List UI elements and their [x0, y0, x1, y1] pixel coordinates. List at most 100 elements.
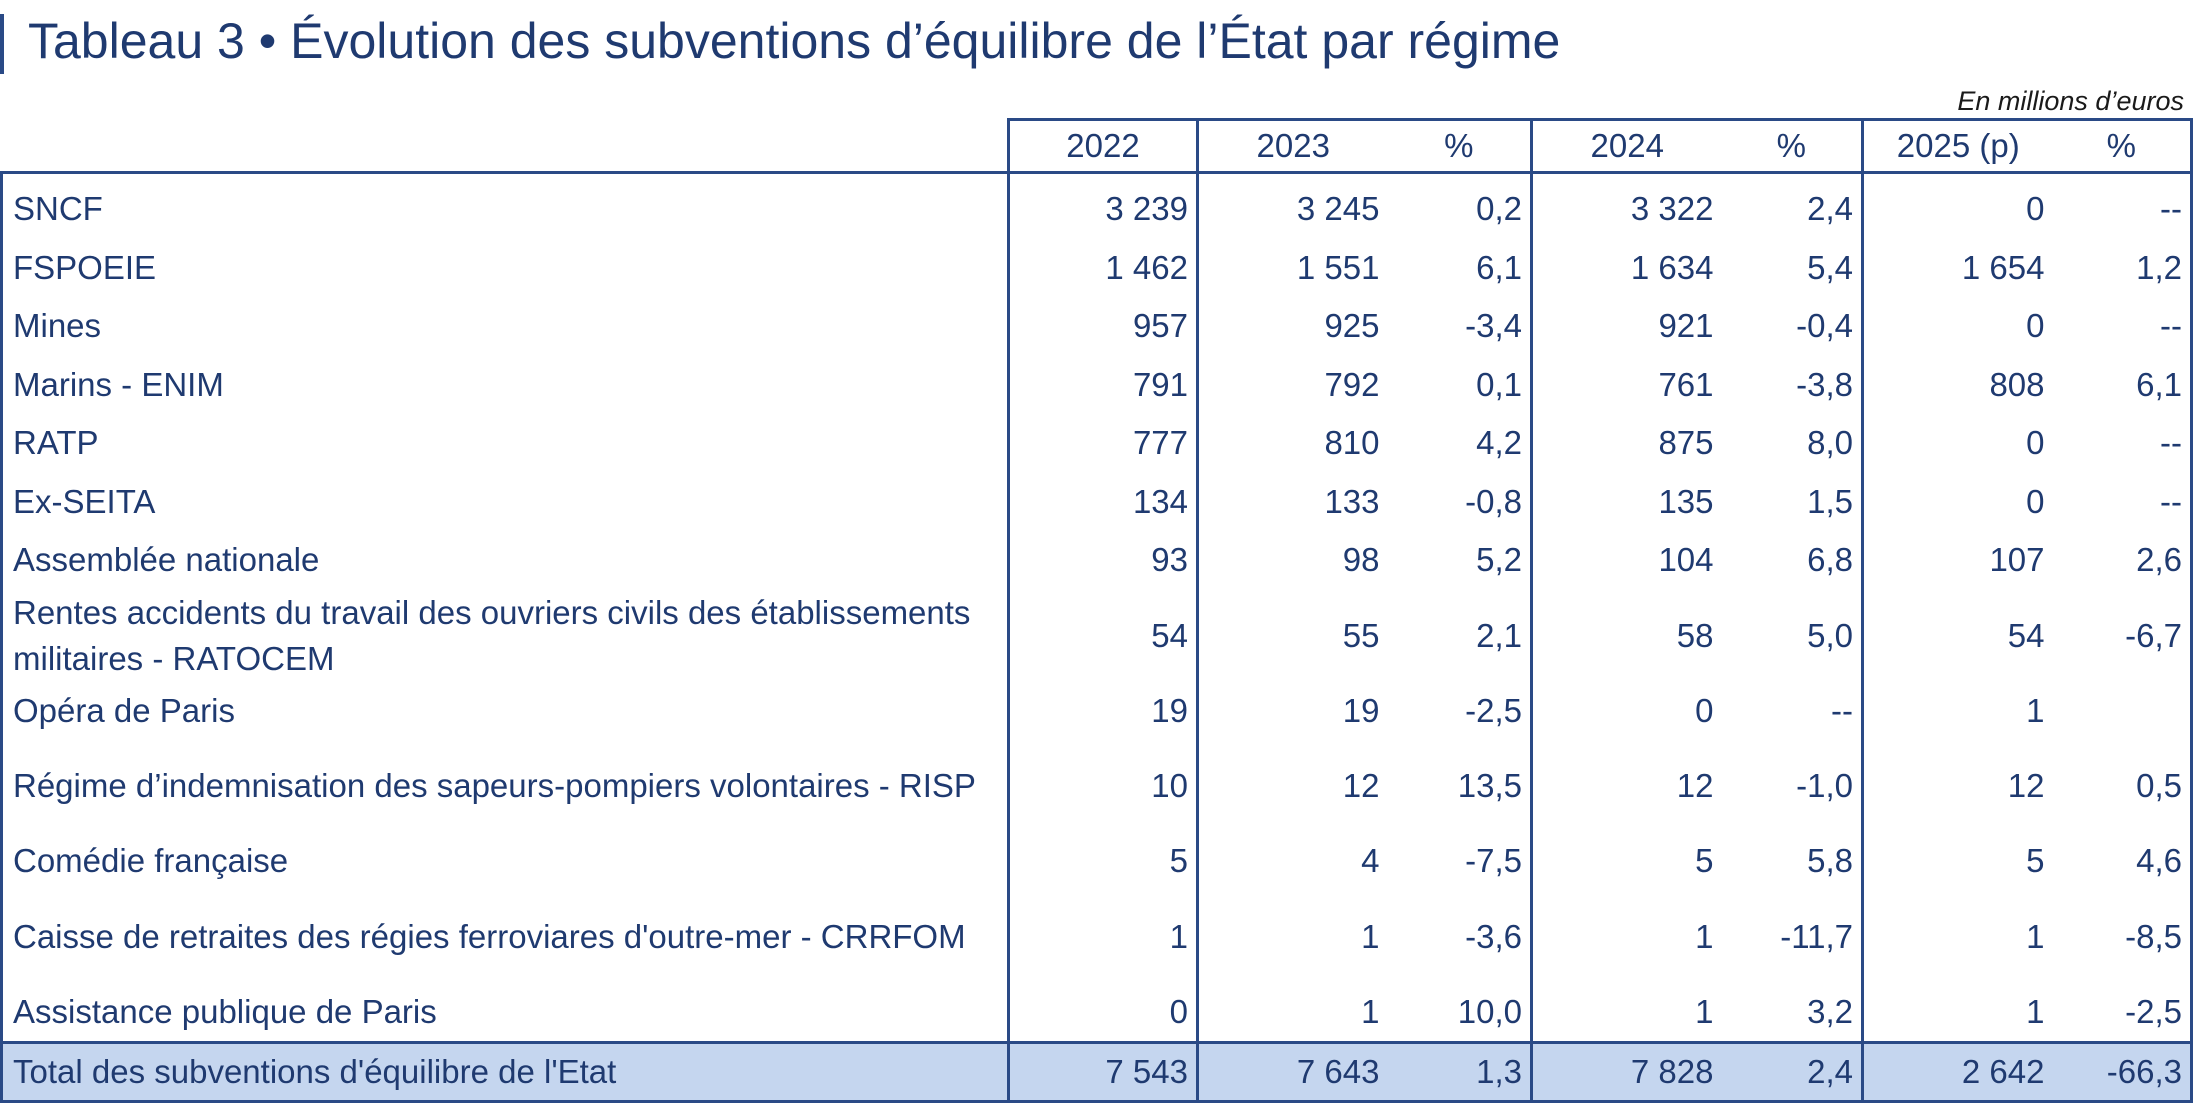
cell-p2025: -8,5	[2052, 890, 2193, 983]
cell-v2025: 1	[2026, 917, 2045, 955]
cell-v2023: 4	[1361, 842, 1380, 880]
cell-p2023: 13,5	[1387, 740, 1533, 832]
cell-v2023: 19	[1342, 691, 1380, 729]
cell-p2025: --	[2052, 172, 2193, 239]
cell-p2023: 5,2	[1387, 531, 1533, 590]
cell-p2025: -6,7	[2052, 589, 2193, 682]
cell-p2025: 0,5	[2052, 740, 2193, 832]
cell-p2025: 4,6	[2052, 832, 2193, 891]
row-label: Comédie française	[0, 832, 1009, 891]
cell-p2025	[2052, 681, 2193, 740]
cell-v2022: 7 543	[1007, 1041, 1199, 1103]
cell-v2022: 1	[1007, 890, 1199, 983]
cell-v2024: 58	[1676, 616, 1714, 654]
table-row: SNCF 3 239 3 245 0,2 3 322 2,4 0 --	[0, 172, 2193, 239]
cell-p2023: -3,6	[1387, 890, 1533, 983]
table-row: Assemblée nationale 93 98 5,2 104 6,8 107 2,6	[0, 531, 2193, 590]
cell-p2024: 5,8	[1721, 832, 1864, 891]
row-label: Régime d’indemnisation des sapeurs-pompi…	[0, 740, 1009, 832]
table-row: Caisse de retraites des régies ferroviar…	[0, 890, 2193, 983]
cell-p2025: -2,5	[2052, 982, 2193, 1043]
cell-p2025: --	[2052, 414, 2193, 473]
cell-p2023: 6,1	[1387, 238, 1533, 297]
cell-v2022: 5	[1007, 832, 1199, 891]
row-label: Marins - ENIM	[0, 355, 1009, 414]
row-label: SNCF	[0, 172, 1009, 239]
cell-v2022: 10	[1007, 740, 1199, 832]
cell-p2023: 10,0	[1387, 982, 1533, 1043]
cell-v2022: 957	[1007, 297, 1199, 356]
cell-v2022: 791	[1007, 355, 1199, 414]
row-label: Total des subventions d'équilibre de l'E…	[0, 1041, 1009, 1103]
cell-v2024: 1	[1695, 917, 1714, 955]
cell-p2023: 0,1	[1387, 355, 1533, 414]
cell-v2024: 875	[1658, 424, 1714, 462]
cell-v2023: 55	[1342, 616, 1380, 654]
cell-p2024: 6,8	[1721, 531, 1864, 590]
cell-v2025: 1	[2026, 691, 2045, 729]
table-row: Assistance publique de Paris 0 1 10,0 1 3,2 1-…	[0, 982, 2193, 1043]
cell-v2025: 808	[1989, 365, 2045, 403]
cell-v2024: 7 828	[1531, 1041, 1722, 1103]
cell-p2024: -0,4	[1721, 297, 1864, 356]
cell-v2024: 5	[1695, 842, 1714, 880]
subsidies-table: 2022 2023 % 2024 % 2025 (p) % SNCF 3 239 3…	[0, 118, 2193, 1103]
cell-v2024: 761	[1658, 365, 1714, 403]
cell-v2025: 1 654	[1961, 248, 2045, 286]
table-body: SNCF 3 239 3 245 0,2 3 322 2,4 0 -- FSPOEIE 1 462…	[0, 172, 2193, 1103]
cell-v2022: 0	[1007, 982, 1199, 1043]
table-row: Ex-SEITA 134 133 -0,8 135 1,5 0 --	[0, 472, 2193, 531]
row-label: Rentes accidents du travail des ouvriers…	[0, 589, 1009, 682]
cell-p2024: 2,4	[1721, 1041, 1864, 1103]
row-label: Assistance publique de Paris	[0, 982, 1009, 1043]
cell-p2025: --	[2052, 472, 2193, 531]
cell-v2024: 3 322	[1630, 190, 1714, 228]
row-label: Ex-SEITA	[0, 472, 1009, 531]
cell-p2025: --	[2052, 297, 2193, 356]
cell-p2024: 8,0	[1721, 414, 1864, 473]
cell-v2024: 104	[1658, 541, 1714, 579]
cell-p2023: 1,3	[1387, 1041, 1533, 1103]
cell-v2023: 1	[1361, 992, 1380, 1030]
row-label: Caisse de retraites des régies ferroviar…	[0, 890, 1009, 983]
cell-v2024: 0	[1695, 691, 1714, 729]
cell-p2025: 2,6	[2052, 531, 2193, 590]
table-header-row: 2022 2023 % 2024 % 2025 (p) %	[1, 118, 2193, 174]
header-pct-2025: %	[2052, 118, 2193, 174]
header-2022: 2022	[1007, 118, 1199, 174]
cell-v2022: 1 462	[1007, 238, 1199, 297]
cell-v2025: 54	[2007, 616, 2045, 654]
cell-v2025: 12	[2007, 767, 2045, 804]
unit-note: En millions d’euros	[1957, 86, 2184, 116]
cell-p2023: -7,5	[1387, 832, 1533, 891]
cell-v2023: 98	[1342, 541, 1380, 579]
row-label: FSPOEIE	[0, 238, 1009, 297]
cell-v2022: 3 239	[1007, 172, 1199, 239]
table-row: Comédie française 5 4 -7,5 5 5,8 5 4,6	[0, 832, 2193, 891]
cell-v2025: 0	[2026, 424, 2045, 462]
row-label: Assemblée nationale	[0, 531, 1009, 590]
cell-v2024: 1 634	[1630, 248, 1714, 286]
cell-v2025: 0	[2026, 190, 2045, 228]
cell-v2025: 107	[1989, 541, 2045, 579]
cell-p2023: 4,2	[1387, 414, 1533, 473]
cell-v2024: 135	[1658, 482, 1714, 520]
cell-p2023: 0,2	[1387, 172, 1533, 239]
cell-p2024: 1,5	[1721, 472, 1864, 531]
table-row: Opéra de Paris 19 19 -2,5 0 -- 1	[0, 681, 2193, 740]
cell-p2025: 1,2	[2052, 238, 2193, 297]
cell-v2023: 1	[1361, 917, 1380, 955]
cell-v2023: 810	[1324, 424, 1380, 462]
row-label: Opéra de Paris	[0, 681, 1009, 740]
cell-v2023: 925	[1324, 307, 1380, 345]
row-label: RATP	[0, 414, 1009, 473]
table-row: Rentes accidents du travail des ouvriers…	[0, 589, 2193, 682]
cell-p2024: -1,0	[1721, 740, 1864, 832]
cell-v2025: 1	[2026, 992, 2045, 1030]
header-2024: 2024	[1531, 118, 1722, 174]
cell-v2023: 12	[1342, 767, 1380, 804]
cell-v2022: 19	[1007, 681, 1199, 740]
cell-v2022: 134	[1007, 472, 1199, 531]
cell-p2024: --	[1721, 681, 1864, 740]
cell-p2023: -0,8	[1387, 472, 1533, 531]
